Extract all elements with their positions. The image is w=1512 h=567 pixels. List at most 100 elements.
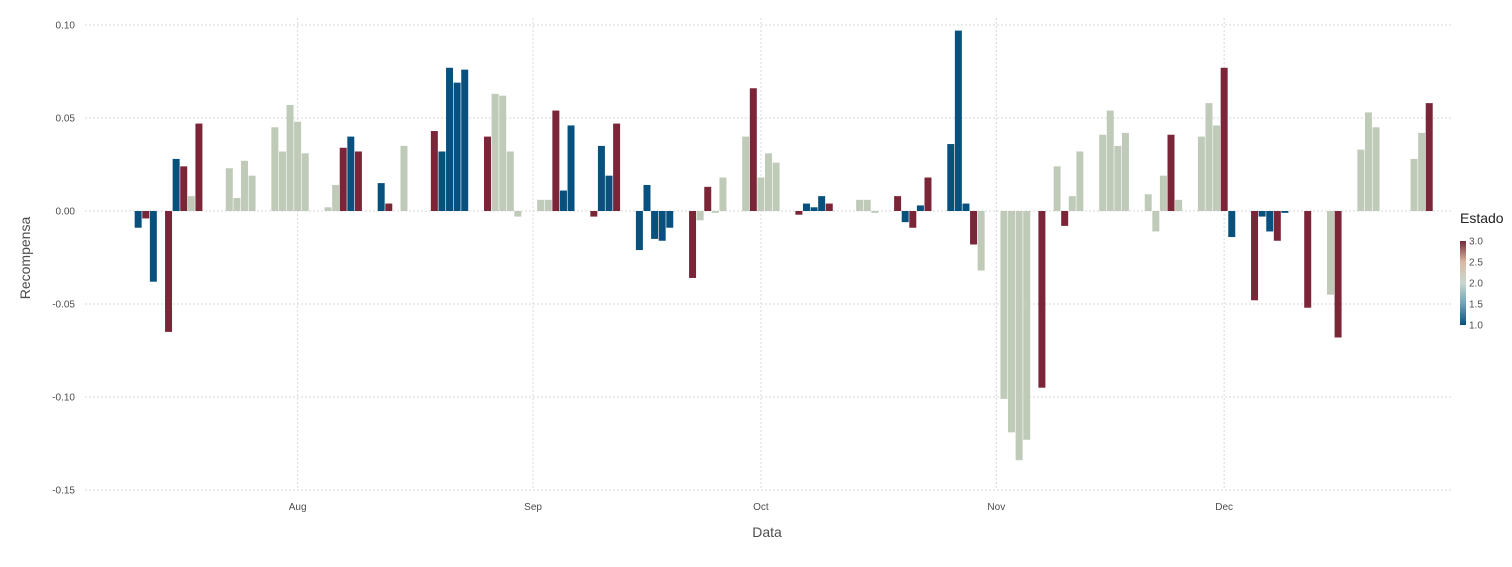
legend-label: 1.5: [1469, 300, 1483, 311]
y-axis-title: Recompensa: [17, 217, 33, 300]
bar: [658, 211, 666, 241]
bar: [711, 211, 719, 213]
bar: [347, 136, 355, 211]
bar: [301, 153, 309, 211]
bar: [1152, 211, 1160, 232]
bar: [643, 184, 651, 211]
legend-label: 3.0: [1469, 237, 1483, 248]
bar: [1068, 196, 1076, 211]
bar: [233, 197, 241, 211]
bar: [1281, 211, 1289, 213]
bar: [651, 211, 659, 239]
y-tick-label: -0.15: [52, 486, 75, 497]
bar: [1053, 166, 1061, 211]
x-tick-label: Dec: [1215, 502, 1233, 513]
legend-labels: 3.0 2.5 2.0 1.5 1.0: [1469, 237, 1483, 332]
bar: [765, 153, 772, 211]
bar: [225, 168, 233, 211]
bar: [1372, 127, 1380, 211]
legend-label: 1.0: [1469, 321, 1483, 332]
bar: [1061, 211, 1069, 226]
bar: [597, 145, 605, 211]
bar: [240, 160, 248, 211]
bar: [1023, 211, 1031, 440]
bar: [180, 166, 188, 211]
bar: [461, 69, 469, 211]
legend-label: 2.0: [1469, 279, 1483, 290]
y-tick-label: -0.05: [52, 300, 75, 311]
bar: [689, 211, 697, 278]
legend-colorbar: [1460, 241, 1466, 325]
bar: [559, 190, 567, 211]
bar: [757, 177, 765, 211]
bar: [1015, 211, 1023, 461]
legend-label: 2.5: [1469, 258, 1483, 269]
bar: [954, 30, 962, 211]
bar: [605, 175, 613, 211]
bar: [1410, 158, 1418, 211]
bar: [1114, 145, 1122, 211]
y-tick-label: -0.10: [52, 393, 75, 404]
x-axis-title: Data: [752, 524, 782, 540]
bar: [1425, 103, 1433, 211]
bar: [430, 131, 438, 211]
bar: [142, 211, 150, 219]
bar: [1121, 132, 1129, 211]
bar: [666, 211, 674, 228]
grid: [85, 18, 1452, 491]
bar: [1144, 194, 1152, 211]
bar: [446, 67, 454, 211]
bar: [537, 199, 545, 211]
bar: [856, 199, 864, 211]
bar: [742, 136, 750, 211]
bar: [635, 211, 643, 251]
bar: [385, 203, 393, 211]
bar: [286, 104, 294, 211]
y-axis-ticks: 0.10 0.05 0.00 -0.05 -0.10 -0.15: [52, 21, 75, 497]
bar: [1266, 211, 1274, 232]
bar: [1258, 211, 1266, 217]
bar: [1106, 110, 1114, 211]
bar: [749, 88, 757, 211]
bars: [134, 30, 1433, 461]
bar: [278, 151, 286, 211]
bar: [1220, 67, 1228, 211]
bar: [294, 121, 302, 211]
bar: [696, 211, 704, 221]
bar: [802, 203, 810, 211]
bar: [1251, 211, 1259, 301]
bar: [514, 211, 522, 217]
bar: [438, 151, 446, 211]
legend-title: Estado: [1460, 210, 1504, 226]
x-tick-label: Aug: [289, 502, 307, 513]
bar: [400, 145, 408, 211]
bar: [863, 199, 871, 211]
bar: [1364, 112, 1372, 211]
bar: [1205, 103, 1213, 211]
bar: [1334, 211, 1342, 338]
bar: [339, 147, 347, 211]
bar: [453, 82, 461, 211]
bar: [719, 177, 727, 211]
bar: [1175, 199, 1183, 211]
bar: [970, 211, 978, 245]
bar: [187, 196, 195, 211]
bar: [1000, 211, 1008, 399]
bar: [499, 95, 507, 211]
bar: [248, 175, 256, 211]
x-tick-label: Oct: [753, 502, 769, 513]
bar: [1213, 125, 1221, 211]
x-axis-ticks: Aug Sep Oct Nov Dec: [289, 502, 1233, 513]
x-tick-label: Sep: [524, 502, 542, 513]
bar: [324, 207, 332, 211]
bar: [149, 211, 157, 282]
legend: Estado 3.0 2.5 2.0 1.5 1.0: [1460, 210, 1504, 332]
bar: [909, 211, 917, 228]
bar: [134, 211, 142, 228]
bar: [1159, 175, 1167, 211]
y-tick-label: 0.00: [56, 207, 76, 218]
bar: [590, 211, 598, 217]
bar: [271, 127, 279, 211]
bar: [1304, 211, 1312, 308]
